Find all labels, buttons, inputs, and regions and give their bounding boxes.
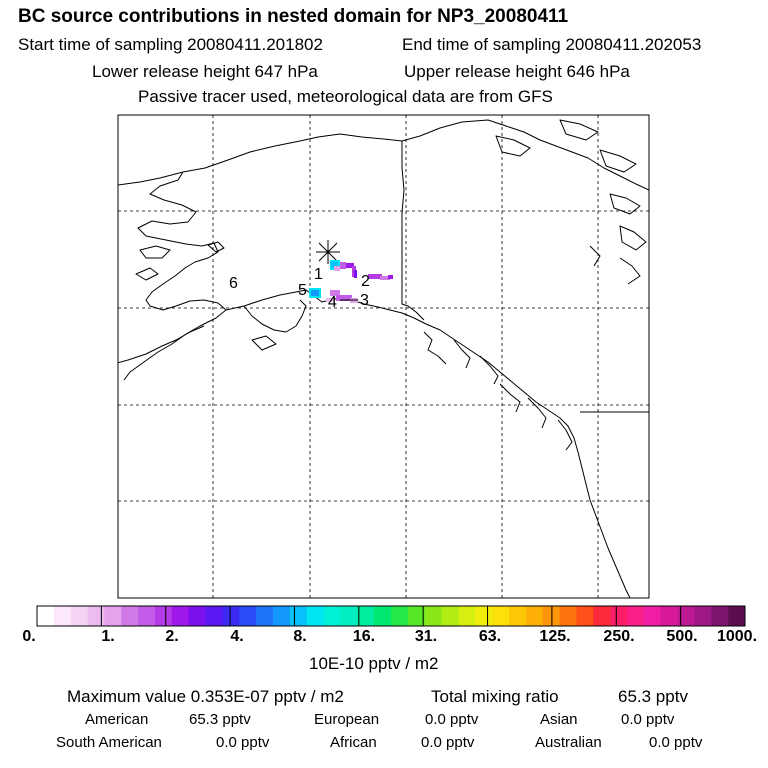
colorbar-swatch xyxy=(424,606,442,626)
colorbar-swatch xyxy=(374,606,392,626)
region-label-6: 6 xyxy=(229,275,238,292)
south-american-value: 0.0 pptv xyxy=(216,734,270,751)
colorbar-swatch xyxy=(273,606,291,626)
european-label: European xyxy=(314,711,380,728)
colorbar-swatch xyxy=(711,606,729,626)
max-value-label: Maximum value 0.353E-07 pptv / m2 xyxy=(67,687,344,706)
colorbar-swatch xyxy=(660,606,678,626)
lower-release-label: Lower release height 647 hPa xyxy=(92,62,318,81)
political-borders xyxy=(401,141,649,413)
colorbar-tick-8: 8. xyxy=(293,628,307,645)
colorbar-swatch xyxy=(525,606,544,626)
colorbar-swatch xyxy=(205,606,223,626)
australian-label: Australian xyxy=(535,734,602,751)
african-value: 0.0 pptv xyxy=(421,734,475,751)
south-american-label: South American xyxy=(56,734,162,751)
colorbar-swatch xyxy=(256,606,274,626)
colorbar-swatch xyxy=(357,606,375,626)
colorbar-swatch xyxy=(306,606,324,626)
region-label-4: 4 xyxy=(328,294,337,311)
colorbar-swatch xyxy=(694,606,712,626)
asian-label: Asian xyxy=(540,711,578,728)
colorbar-swatch xyxy=(509,606,527,626)
colorbar-tick-4: 4. xyxy=(230,628,244,645)
colorbar-swatch xyxy=(627,606,645,626)
colorbar-swatch xyxy=(171,606,190,626)
map-frame xyxy=(117,114,650,599)
upper-release-label: Upper release height 646 hPa xyxy=(404,62,630,81)
coastline xyxy=(118,119,649,598)
colorbar-tick-1000: 1000. xyxy=(716,628,758,645)
colorbar-swatch xyxy=(576,606,594,626)
start-time-label: Start time of sampling 20080411.201802 xyxy=(18,35,323,54)
european-value: 0.0 pptv xyxy=(425,711,479,728)
colorbar-tick-250: 250. xyxy=(603,628,635,645)
colorbar-swatch xyxy=(138,606,156,626)
colorbar-swatch xyxy=(542,606,560,626)
australian-value: 0.0 pptv xyxy=(649,734,703,751)
colorbar-swatch xyxy=(728,606,746,626)
american-label: American xyxy=(85,711,149,728)
region-label-5: 5 xyxy=(298,282,307,299)
colorbar-swatch xyxy=(340,606,358,626)
colorbar-swatch xyxy=(37,606,55,626)
colorbar-swatch xyxy=(559,606,577,626)
total-mixing-label: Total mixing ratio xyxy=(431,687,559,706)
colorbar-swatch xyxy=(475,606,493,626)
colorbar-swatch xyxy=(593,606,611,626)
colorbar-swatch xyxy=(104,606,122,626)
colorbar-swatch xyxy=(222,606,240,626)
colorbar-swatch xyxy=(289,606,308,626)
colorbar-swatch xyxy=(53,606,72,626)
region-label-1: 1 xyxy=(314,266,323,283)
concentration-field xyxy=(309,260,393,303)
colorbar-tick-500: 500. xyxy=(666,628,698,645)
colorbar-swatch xyxy=(239,606,257,626)
colorbar-swatch xyxy=(643,606,662,626)
colorbar-unit: 10E-10 pptv / m2 xyxy=(309,654,439,673)
colorbar-swatch xyxy=(492,606,510,626)
african-label: African xyxy=(330,734,377,751)
asian-value: 0.0 pptv xyxy=(621,711,675,728)
colorbar-tick-125: 125. xyxy=(539,628,571,645)
colorbar-swatch xyxy=(155,606,173,626)
region-label-2: 2 xyxy=(361,273,370,290)
colorbar-tick-1: 1. xyxy=(101,628,115,645)
colorbar-swatch xyxy=(610,606,628,626)
colorbar-frame xyxy=(36,605,746,627)
colorbar-tick-63: 63. xyxy=(478,628,502,645)
colorbar-tick-0: 0. xyxy=(22,628,36,645)
colorbar-tick-16: 16. xyxy=(352,628,376,645)
colorbar-tick-31: 31. xyxy=(414,628,438,645)
american-value: 65.3 pptv xyxy=(189,711,251,728)
receptor-asterisk-icon xyxy=(316,240,340,264)
colorbar-swatch xyxy=(391,606,409,626)
tracer-note: Passive tracer used, meteorological data… xyxy=(138,87,553,106)
colorbar-swatch xyxy=(441,606,459,626)
colorbar-swatch xyxy=(87,606,105,626)
colorbar-swatch xyxy=(407,606,426,626)
total-mixing-value: 65.3 pptv xyxy=(618,687,688,706)
colorbar-swatch xyxy=(677,606,695,626)
colorbar-swatch xyxy=(323,606,341,626)
colorbar-swatch xyxy=(121,606,139,626)
colorbar xyxy=(37,606,746,626)
colorbar-swatch xyxy=(458,606,476,626)
map-title: BC source contributions in nested domain… xyxy=(18,6,569,27)
end-time-label: End time of sampling 20080411.202053 xyxy=(402,35,702,54)
region-label-3: 3 xyxy=(360,292,369,309)
colorbar-swatch xyxy=(70,606,88,626)
colorbar-tick-2: 2. xyxy=(165,628,179,645)
colorbar-swatch xyxy=(188,606,206,626)
